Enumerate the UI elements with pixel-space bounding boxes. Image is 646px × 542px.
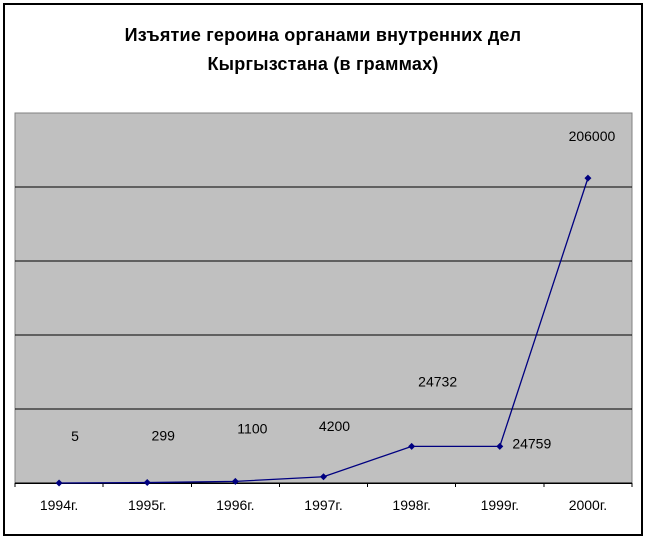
data-label: 24759: [512, 435, 551, 451]
chart-title-line1: Изъятие героина органами внутренних дел: [124, 25, 522, 45]
chart-title-line2: Кыргызстана (в граммах): [207, 54, 439, 74]
x-tick-label: 1997г.: [304, 497, 342, 513]
data-point-marker: [143, 479, 151, 487]
data-point-marker: [408, 442, 416, 450]
data-point-marker: [496, 442, 504, 450]
data-point-marker: [320, 473, 327, 481]
plot-area: [14, 112, 633, 484]
x-tick-label: 1998г.: [392, 497, 430, 513]
data-label: 5: [71, 428, 79, 444]
data-label: 24732: [418, 373, 457, 389]
x-tick-label: 1996г.: [216, 497, 254, 513]
x-tick-label: 1999г.: [481, 497, 519, 513]
x-tick-label: 1994г.: [40, 497, 78, 513]
data-label: 4200: [319, 418, 350, 434]
data-label: 206000: [569, 128, 616, 144]
data-point-marker: [55, 479, 63, 487]
data-label: 1100: [237, 420, 267, 436]
x-tick-label: 1995г.: [128, 497, 166, 513]
data-label: 299: [152, 428, 176, 444]
x-tick-label: 2000г.: [569, 497, 607, 513]
data-point-marker: [584, 174, 592, 182]
chart-title: Изъятие героина органами внутренних дел …: [0, 21, 646, 79]
data-point-marker: [231, 477, 239, 485]
